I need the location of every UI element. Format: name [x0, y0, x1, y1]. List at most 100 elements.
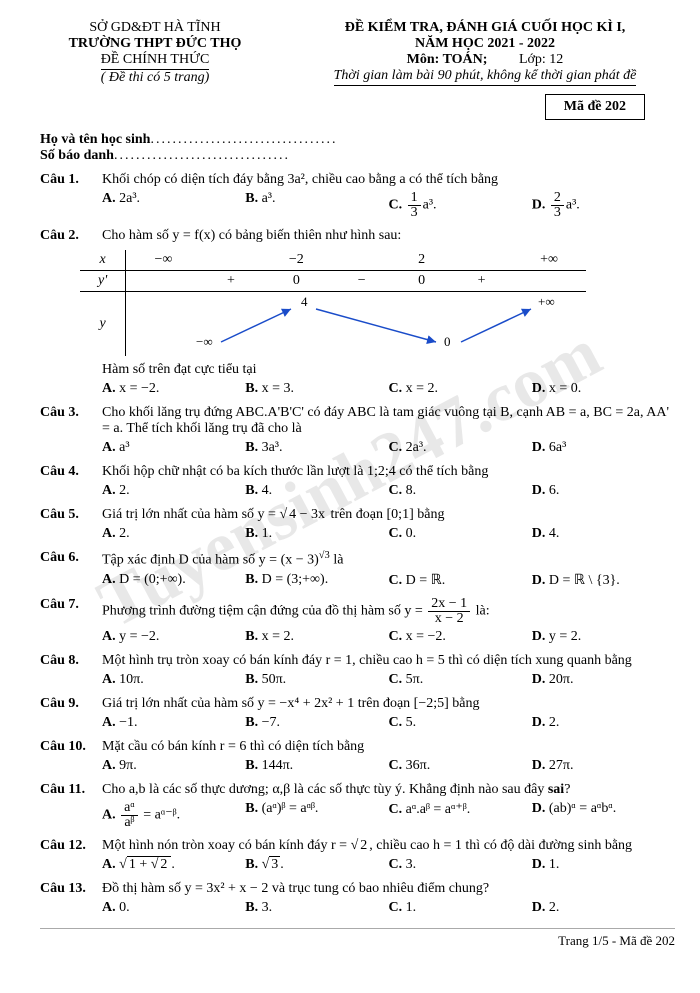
option: A. 2.	[102, 483, 245, 499]
option: D. 2.	[532, 900, 675, 916]
option: D. 2.	[532, 715, 675, 731]
question-text: Phương trình đường tiệm cận đứng của đồ …	[102, 597, 675, 626]
option: C. 8.	[389, 483, 532, 499]
question-number: Câu 7.	[40, 597, 100, 613]
option: D. 6a³	[532, 440, 675, 456]
option: B. a³.	[245, 191, 388, 220]
question-text: Khối hộp chữ nhật có ba kích thước lần l…	[102, 464, 675, 480]
option: A. 2a³.	[102, 191, 245, 220]
question: Câu 6.Tập xác định D của hàm số y = (x −…	[40, 550, 675, 589]
question-text: Giá trị lớn nhất của hàm số y = 4 − 3x t…	[102, 507, 675, 523]
option: D. 27π.	[532, 758, 675, 774]
variation-arrows: −∞ 4 0 +∞	[166, 294, 586, 354]
option: D. (ab)ᵅ = aᵅbᵅ.	[532, 801, 675, 830]
question-number: Câu 8.	[40, 653, 100, 669]
question-text: Một hình nón tròn xoay có bán kính đáy r…	[102, 838, 675, 854]
option: B. D = (3;+∞).	[245, 572, 388, 589]
option: C. D = ℝ.	[389, 572, 532, 589]
question-text: Giá trị lớn nhất của hàm số y = −x⁴ + 2x…	[102, 696, 675, 712]
question-number: Câu 11.	[40, 782, 100, 798]
option: B. 50π.	[245, 672, 388, 688]
question-text: Cho a,b là các số thực dương; α,β là các…	[102, 782, 675, 798]
question: Câu 4.Khối hộp chữ nhật có ba kích thước…	[40, 464, 675, 499]
question-number: Câu 13.	[40, 881, 100, 897]
pages-note: ( Đề thi có 5 trang)	[40, 70, 270, 86]
options: A. 10π.B. 50π.C. 5π.D. 20π.	[102, 672, 675, 688]
question: Câu 7.Phương trình đường tiệm cận đứng c…	[40, 597, 675, 645]
option: C. x = 2.	[389, 381, 532, 397]
option: C. 13a³.	[389, 191, 532, 220]
question: Câu 8.Một hình trụ tròn xoay có bán kính…	[40, 653, 675, 688]
options: A. 2.B. 1.C. 0.D. 4.	[102, 526, 675, 542]
variation-table: x−∞−22+∞y'+0−0+y−∞40+∞	[80, 250, 586, 356]
option: C. 5π.	[389, 672, 532, 688]
option: B. x = 3.	[245, 381, 388, 397]
option: B. −7.	[245, 715, 388, 731]
question: Câu 11.Cho a,b là các số thực dương; α,β…	[40, 782, 675, 830]
option: C. aᵅ.aᵝ = aᵅ⁺ᵝ.	[389, 801, 532, 830]
student-block: Họ và tên học sinh......................…	[40, 132, 675, 164]
subject-line: Môn: TOÁN; Lớp: 12	[295, 52, 675, 68]
option: B. 3a³.	[245, 440, 388, 456]
option: D. D = ℝ \ {3}.	[532, 572, 675, 589]
question: Câu 1.Khối chóp có diện tích đáy bằng 3a…	[40, 172, 675, 220]
option: D. y = 2.	[532, 629, 675, 645]
question-number: Câu 12.	[40, 838, 100, 854]
question-number: Câu 2.	[40, 228, 100, 244]
question-text: Mặt cầu có bán kính r = 6 thì có diện tí…	[102, 739, 675, 755]
option: D. 23a³.	[532, 191, 675, 220]
svg-text:4: 4	[301, 294, 308, 309]
option: B. x = 2.	[245, 629, 388, 645]
title2: NĂM HỌC 2021 - 2022	[295, 36, 675, 52]
option: A. 0.	[102, 900, 245, 916]
title1: ĐỀ KIỂM TRA, ĐÁNH GIÁ CUỐI HỌC KÌ I,	[295, 20, 675, 36]
question-number: Câu 5.	[40, 507, 100, 523]
options: A. x = −2.B. x = 3.C. x = 2.D. x = 0.	[102, 381, 675, 397]
question-number: Câu 1.	[40, 172, 100, 188]
school: TRƯỜNG THPT ĐỨC THỌ	[40, 36, 270, 52]
question: Câu 13.Đồ thị hàm số y = 3x² + x − 2 và …	[40, 881, 675, 916]
svg-text:−∞: −∞	[196, 334, 213, 349]
options: A. aᵅaᵝ = aᵅ⁻ᵝ.B. (aᵅ)ᵝ = aᵅᵝ.C. aᵅ.aᵝ =…	[102, 801, 675, 830]
options: A. D = (0;+∞).B. D = (3;+∞).C. D = ℝ.D. …	[102, 572, 675, 589]
question-text: Khối chóp có diện tích đáy bằng 3a², chi…	[102, 172, 675, 188]
option: B. 3.	[245, 857, 388, 873]
options: A. 2.B. 4.C. 8.D. 6.	[102, 483, 675, 499]
option: A. a³	[102, 440, 245, 456]
question-number: Câu 9.	[40, 696, 100, 712]
question-text: Tập xác định D của hàm số y = (x − 3)√3 …	[102, 550, 675, 569]
option: C. 3.	[389, 857, 532, 873]
option: B. (aᵅ)ᵝ = aᵅᵝ.	[245, 801, 388, 830]
question: Câu 10.Mặt cầu có bán kính r = 6 thì có …	[40, 739, 675, 774]
option: D. 6.	[532, 483, 675, 499]
option: B. 1.	[245, 526, 388, 542]
exam-code: Mã đề 202	[545, 94, 645, 120]
option: B. 4.	[245, 483, 388, 499]
question-text: Đồ thị hàm số y = 3x² + x − 2 và trục tu…	[102, 881, 675, 897]
question: Câu 2.Cho hàm số y = f(x) có bảng biến t…	[40, 228, 675, 397]
question-number: Câu 10.	[40, 739, 100, 755]
options: A. 2a³.B. a³.C. 13a³.D. 23a³.	[102, 191, 675, 220]
svg-text:0: 0	[444, 334, 451, 349]
options: A. a³B. 3a³.C. 2a³.D. 6a³	[102, 440, 675, 456]
question-text: Một hình trụ tròn xoay có bán kính đáy r…	[102, 653, 675, 669]
question-number: Câu 3.	[40, 405, 100, 421]
option: A. −1.	[102, 715, 245, 731]
option: C. 5.	[389, 715, 532, 731]
option: D. 4.	[532, 526, 675, 542]
question-text: Cho hàm số y = f(x) có bảng biến thiên n…	[102, 228, 675, 244]
option: A. 9π.	[102, 758, 245, 774]
dept: SỞ GD&ĐT HÀ TĨNH	[40, 20, 270, 36]
svg-text:+∞: +∞	[538, 294, 555, 309]
option: C. 2a³.	[389, 440, 532, 456]
time: Thời gian làm bài 90 phút, không kể thời…	[295, 68, 675, 86]
question-number: Câu 4.	[40, 464, 100, 480]
option: C. 1.	[389, 900, 532, 916]
options: A. 9π.B. 144π.C. 36π.D. 27π.	[102, 758, 675, 774]
option: A. D = (0;+∞).	[102, 572, 245, 589]
options: A. 1 + 2.B. 3.C. 3.D. 1.	[102, 857, 675, 873]
options: A. y = −2.B. x = 2.C. x = −2.D. y = 2.	[102, 629, 675, 645]
option: A. y = −2.	[102, 629, 245, 645]
official: ĐỀ CHÍNH THỨC	[40, 52, 270, 70]
option: D. 20π.	[532, 672, 675, 688]
